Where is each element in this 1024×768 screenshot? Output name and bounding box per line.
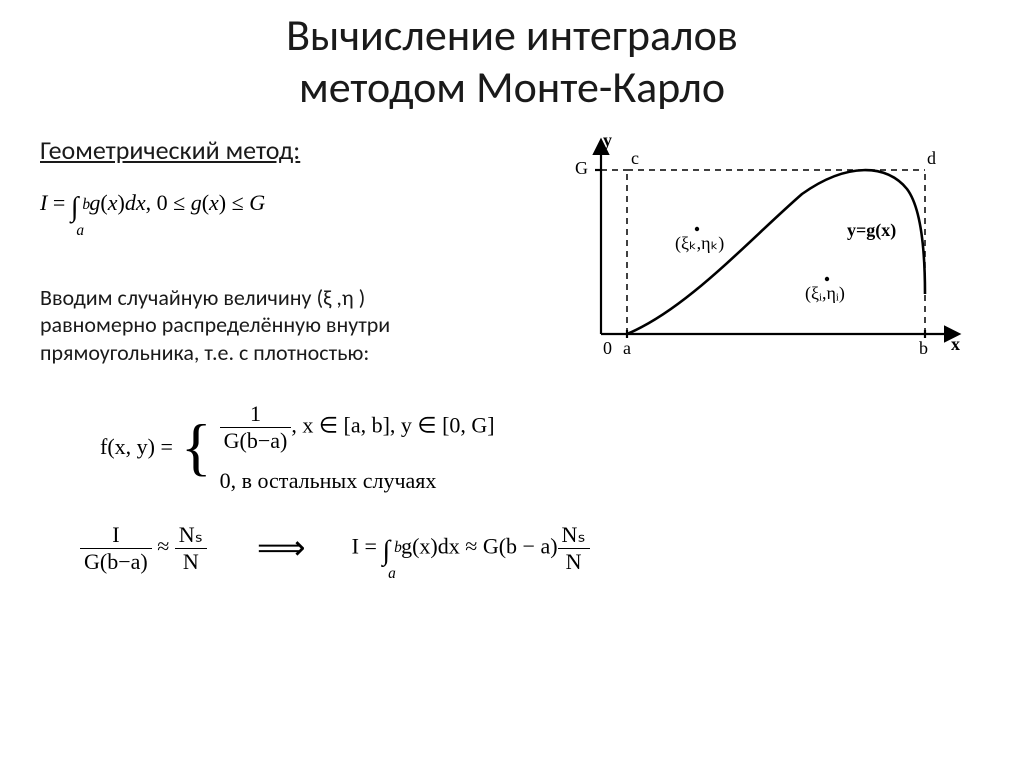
x-axis-label: x bbox=[951, 334, 960, 355]
g-label: G bbox=[575, 158, 588, 179]
brace-icon: { bbox=[181, 415, 212, 479]
pdf-case-1: 1 G(b−a) , x ∈ [a, b], y ∈ [0, G] bbox=[220, 401, 495, 454]
slide-title: Вычисление интегралов методом Монте-Карл… bbox=[40, 10, 984, 114]
explain-text: Вводим случайную величину (ξ ,η ) равном… bbox=[40, 284, 510, 367]
lhs-ratio: I G(b−a) ≈ Nₛ N bbox=[80, 522, 207, 575]
right-column: y x G c d a b 0 y=g(x) (ξₖ,ηₖ) (ξᵢ,ηᵢ) bbox=[530, 134, 984, 379]
integral-formula: I = ∫ab g(x)dx, 0 ≤ g(x) ≤ G bbox=[40, 190, 510, 224]
b-label: b bbox=[919, 338, 928, 359]
y-axis-label: y bbox=[603, 130, 612, 151]
chart-container: y x G c d a b 0 y=g(x) (ξₖ,ηₖ) (ξᵢ,ηᵢ) bbox=[547, 134, 967, 379]
pdf-cases: 1 G(b−a) , x ∈ [a, b], y ∈ [0, G] 0, в о… bbox=[220, 401, 495, 494]
left-column: Геометрический метод: I = ∫ab g(x)dx, 0 … bbox=[40, 134, 510, 379]
title-line-2: методом Монте-Карло bbox=[299, 60, 725, 114]
pdf-case-2: 0, в остальных случаях bbox=[220, 468, 495, 494]
d-label: d bbox=[927, 148, 936, 169]
c-label: c bbox=[631, 148, 639, 169]
pdf-formula: f(x, y) = { 1 G(b−a) , x ∈ [a, b], y ∈ [… bbox=[100, 401, 984, 494]
slide-root: Вычисление интегралов методом Монте-Карл… bbox=[0, 0, 1024, 768]
content-row: Геометрический метод: I = ∫ab g(x)dx, 0 … bbox=[40, 134, 984, 379]
a-label: a bbox=[623, 338, 631, 359]
geometric-method-subtitle: Геометрический метод: bbox=[40, 134, 510, 166]
title-line-1: Вычисление интегралов bbox=[286, 8, 738, 62]
rhs-result: I = ∫ab g(x)dx ≈ G(b − a)NₛN bbox=[352, 522, 590, 575]
pdf-fraction: 1 G(b−a) bbox=[220, 401, 292, 454]
point-i-label: (ξᵢ,ηᵢ) bbox=[805, 283, 845, 304]
curve-label: y=g(x) bbox=[847, 220, 896, 241]
pdf-lhs: f(x, y) = bbox=[100, 434, 173, 460]
result-row: I G(b−a) ≈ Nₛ N ⟹ I = ∫ab g(x)dx ≈ G(b −… bbox=[80, 522, 984, 575]
arrow-icon: ⟹ bbox=[257, 528, 302, 568]
point-k-label: (ξₖ,ηₖ) bbox=[675, 233, 724, 254]
zero-label: 0 bbox=[603, 338, 612, 359]
